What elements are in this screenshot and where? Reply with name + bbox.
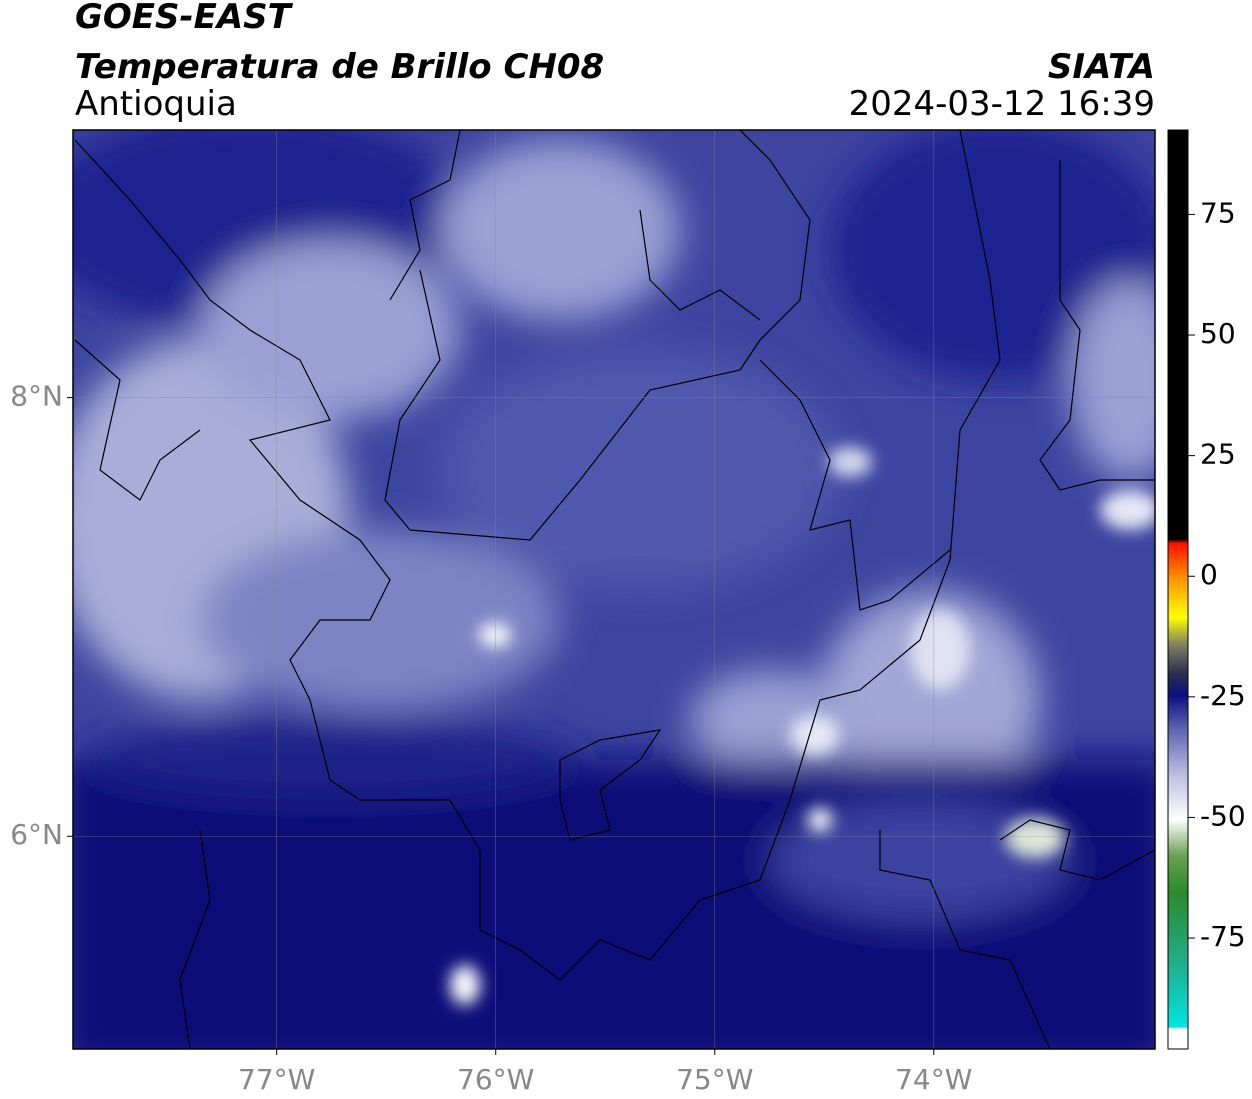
x-tick-label: 74°W	[895, 1063, 972, 1096]
colorbar	[1167, 129, 1189, 1050]
colorbar-tick-label: -50	[1200, 799, 1246, 832]
grid	[73, 130, 1155, 1049]
title: GOES-EAST	[75, 0, 294, 37]
source: SIATA	[1048, 47, 1155, 87]
colorbar-tick-label: -25	[1200, 679, 1246, 712]
colorbar-tick-label: -75	[1200, 920, 1246, 953]
colorbar-tick-label: 50	[1200, 317, 1236, 350]
timestamp: 2024-03-12 16:39	[849, 84, 1155, 124]
x-tick-label: 75°W	[676, 1063, 753, 1096]
region: Antioquia	[75, 84, 237, 124]
x-tick-label: 76°W	[457, 1063, 534, 1096]
y-tick-label: 6°N	[10, 818, 63, 851]
satellite-image	[73, 130, 1155, 1049]
map-frame	[72, 129, 1156, 1050]
y-tick-label: 8°N	[10, 380, 63, 413]
x-tick-label: 77°W	[238, 1063, 315, 1096]
colorbar-tick-label: 0	[1200, 558, 1218, 591]
colorbar-tick-label: 75	[1200, 196, 1236, 229]
colorbar-tick-label: 25	[1200, 438, 1236, 471]
borders	[74, 130, 1155, 1049]
subtitle: Temperatura de Brillo CH08	[75, 47, 604, 87]
